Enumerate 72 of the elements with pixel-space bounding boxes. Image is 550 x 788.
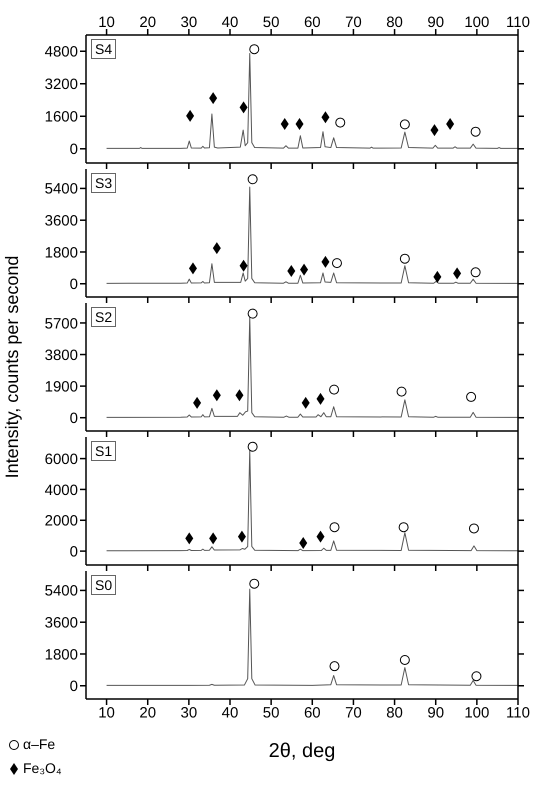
line-series xyxy=(106,186,518,284)
x-tick-label: 20 xyxy=(139,704,156,722)
x2-tick-label: 100 xyxy=(464,14,490,31)
y-tick-label: 0 xyxy=(70,543,78,560)
x-tick-label: 90 xyxy=(427,704,444,722)
text: S0 xyxy=(91,575,116,595)
x2-tick-label: 50 xyxy=(262,14,280,31)
point xyxy=(249,578,260,589)
point xyxy=(470,126,481,137)
point xyxy=(400,119,410,130)
y-tick-label: 5400 xyxy=(44,582,78,600)
point xyxy=(329,384,340,395)
y-tick-label: 1900 xyxy=(44,378,78,396)
x-tick-label: 80 xyxy=(386,704,403,722)
point xyxy=(330,522,340,532)
x-tick-label: 30 xyxy=(180,704,198,722)
x-tick-label: 10 xyxy=(98,704,115,722)
y-tick-label: 0 xyxy=(70,678,78,696)
y-tick-label: 3800 xyxy=(44,346,78,364)
x2-tick-label: 60 xyxy=(304,14,321,31)
y-tick-label: 3200 xyxy=(44,76,78,94)
point xyxy=(249,44,260,54)
point xyxy=(470,267,481,278)
y-axis-title: Intensity, counts per second xyxy=(2,256,23,478)
x2-tick-label: 30 xyxy=(180,14,198,31)
y-tick-label: 6000 xyxy=(44,450,78,468)
point xyxy=(248,174,258,184)
x2-tick-label: 110 xyxy=(506,14,530,31)
text: S3 xyxy=(91,173,116,193)
point xyxy=(248,308,258,319)
y-tick-label: 1800 xyxy=(44,244,78,262)
x2-tick-label: 90 xyxy=(427,14,444,31)
chart-title: S2 xyxy=(91,307,116,327)
x2-tick-label: 10 xyxy=(98,14,115,31)
y-tick-label: 4800 xyxy=(44,44,78,61)
point xyxy=(330,661,340,672)
legend-label: α–Fe xyxy=(23,736,56,752)
x2-tick-label: 70 xyxy=(345,14,362,31)
y-tick-label: 1800 xyxy=(44,646,78,664)
x-tick-label: 100 xyxy=(464,704,490,722)
point xyxy=(468,523,479,534)
x2-tick-label: 20 xyxy=(139,14,156,31)
point xyxy=(471,671,482,682)
y-tick-label: 2000 xyxy=(44,512,78,530)
x-tick-label: 110 xyxy=(506,704,530,722)
point xyxy=(332,258,342,268)
point xyxy=(400,654,410,665)
y-tick-label: 3600 xyxy=(44,614,78,632)
y-tick-label: 0 xyxy=(70,141,78,158)
point xyxy=(396,386,407,397)
point xyxy=(248,442,258,452)
x2-tick-label: 40 xyxy=(222,14,238,31)
text: S4 xyxy=(91,39,116,59)
point xyxy=(335,118,346,128)
point xyxy=(466,392,476,402)
y-tick-label: 3600 xyxy=(44,212,78,230)
x-axis-title: 2θ, deg xyxy=(268,740,336,762)
chart-title: S1 xyxy=(91,441,116,461)
y-tick-label: 0 xyxy=(70,276,78,294)
y-tick-label: 1600 xyxy=(44,108,78,126)
point xyxy=(400,254,410,264)
y-tick-label: 0 xyxy=(70,410,78,428)
x-tick-label: 70 xyxy=(345,704,362,722)
y-tick-label: 5700 xyxy=(44,315,78,332)
legend-label: Fe₃O₄ xyxy=(23,760,62,776)
y-tick-label: 5400 xyxy=(44,180,78,198)
x-tick-label: 60 xyxy=(304,704,321,722)
point xyxy=(398,522,409,532)
x2-tick-label: 80 xyxy=(386,14,403,31)
x-tick-label: 50 xyxy=(262,704,280,722)
y-tick-label: 4000 xyxy=(44,482,78,499)
x-tick-label: 40 xyxy=(222,704,238,722)
